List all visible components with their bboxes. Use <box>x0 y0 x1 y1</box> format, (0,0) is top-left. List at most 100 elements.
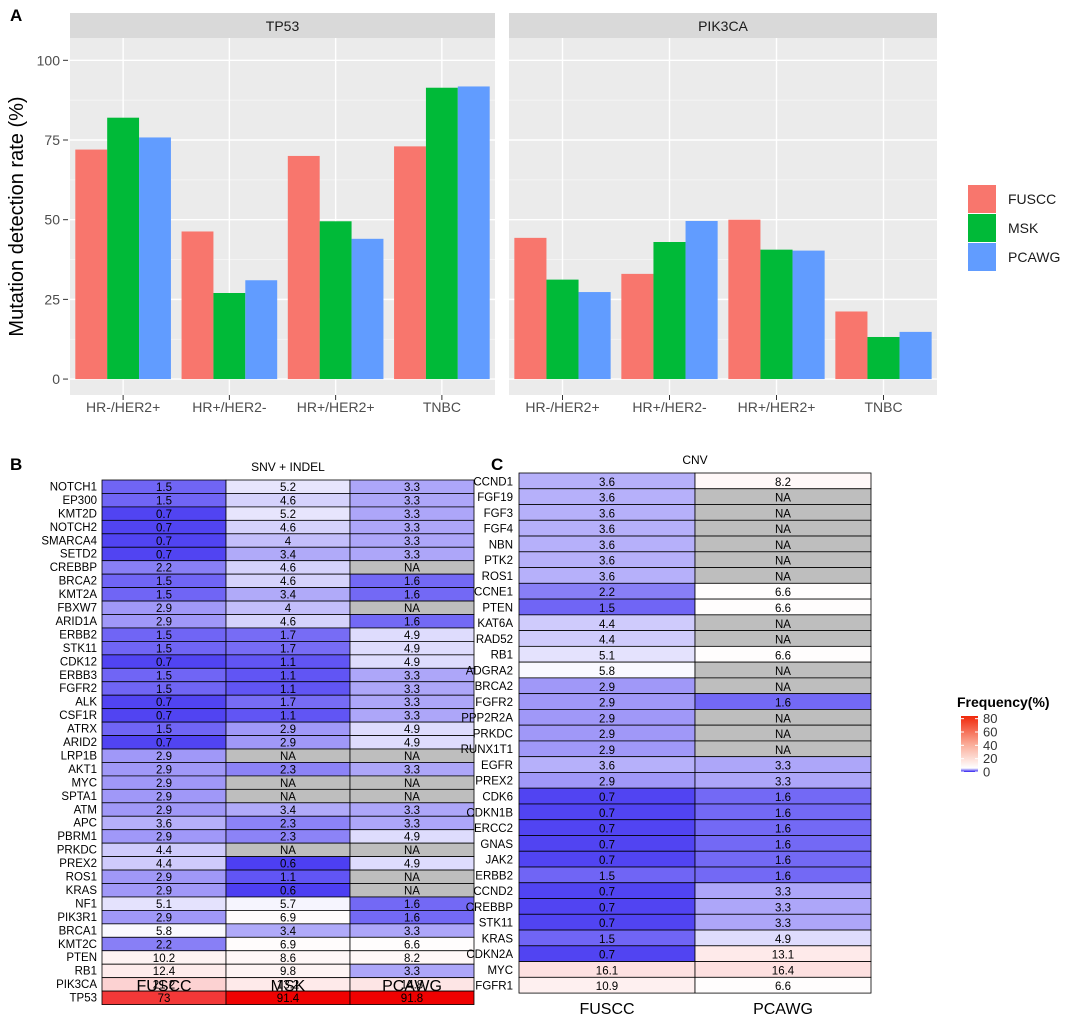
bar-fuscc <box>394 146 426 380</box>
column-label: PCAWG <box>753 1001 813 1018</box>
cell-value: 3.6 <box>599 540 615 552</box>
panel_b-heatmap: NOTCH1 1.5 5.2 3.3 EP300 1.5 4.6 3.3 KMT2D 0.7 5.2… <box>41 479 475 1005</box>
cell-value: 3.3 <box>404 711 420 723</box>
cell-value: 2.9 <box>156 805 172 817</box>
cell-value: NA <box>775 713 791 725</box>
cell-value: 3.6 <box>599 556 615 568</box>
cell-value: 8.2 <box>775 477 791 489</box>
gene-label: NBN <box>489 539 513 551</box>
cell-value: 0.7 <box>156 697 172 709</box>
gene-label: NOTCH1 <box>50 481 97 493</box>
cell-value: 3.3 <box>404 536 420 548</box>
cell-value: 2.9 <box>156 603 172 615</box>
gene-label: FGF19 <box>477 492 513 504</box>
cell-value: 4.6 <box>280 617 296 629</box>
cell-value: 0.7 <box>156 509 172 521</box>
panel_b-label: B <box>10 455 22 474</box>
cell-value: 9.8 <box>280 966 296 978</box>
bar-fuscc <box>287 155 320 380</box>
bar-msk <box>760 249 793 380</box>
cell-value: 2.9 <box>156 886 172 898</box>
gene-label: CDKN1B <box>466 807 513 819</box>
cell-value: 1.7 <box>280 643 296 655</box>
cell-value: 0.7 <box>156 657 172 669</box>
cell-value: 1.6 <box>775 855 791 867</box>
cell-value: 4.6 <box>280 576 296 588</box>
cell-value: 6.9 <box>280 939 296 951</box>
legend-key-pcawg <box>968 243 996 271</box>
cell-value: 1.6 <box>775 871 791 883</box>
cell-value: 6.9 <box>280 912 296 924</box>
gene-label: PTK2 <box>484 555 513 567</box>
gene-label: ADGRA2 <box>466 665 513 677</box>
bar-pcawg <box>578 292 611 380</box>
cell-value: 1.5 <box>156 643 172 655</box>
gene-label: TP53 <box>70 993 98 1005</box>
cell-value: NA <box>280 778 296 790</box>
gene-label: ERCC2 <box>474 823 513 835</box>
cell-value: 3.4 <box>280 549 297 561</box>
cell-value: 3.3 <box>404 818 420 830</box>
cell-value: 5.8 <box>599 666 615 678</box>
x-tick-label: HR+/HER2+ <box>297 399 375 415</box>
gene-label: ERBB3 <box>59 670 97 682</box>
cell-value: 4.6 <box>280 495 296 507</box>
cell-value: 2.3 <box>280 832 296 844</box>
cell-value: 4.6 <box>280 522 296 534</box>
gene-label: FBXW7 <box>57 603 97 615</box>
cell-value: 0.7 <box>599 824 615 836</box>
cell-value: 1.6 <box>404 899 420 911</box>
cell-value: 1.6 <box>775 808 791 820</box>
cell-value: NA <box>404 778 420 790</box>
gene-label: CCNE1 <box>474 587 513 599</box>
x-tick-label: HR-/HER2+ <box>86 399 160 415</box>
gene-label: CDK12 <box>60 656 97 668</box>
cell-value: 1.5 <box>156 684 172 696</box>
bar-fuscc <box>514 237 547 380</box>
gene-label: CSF1R <box>59 710 97 722</box>
cell-value: 1.1 <box>280 657 296 669</box>
cell-value: 3.6 <box>599 524 615 536</box>
cell-value: 1.6 <box>404 590 420 602</box>
gene-label: RB1 <box>491 650 513 662</box>
cell-value: 1.6 <box>404 912 420 924</box>
bar-pcawg <box>139 137 171 380</box>
cell-value: NA <box>775 524 791 536</box>
facet-title: PIK3CA <box>698 18 748 34</box>
cell-value: 3.3 <box>404 549 420 561</box>
cell-value: NA <box>280 751 296 763</box>
x-tick-label: HR+/HER2+ <box>738 399 816 415</box>
bar-pcawg <box>245 280 278 380</box>
y-tick-label: 100 <box>37 52 61 68</box>
cell-value: 3.4 <box>280 590 297 602</box>
cell-value: 1.1 <box>280 872 296 884</box>
cell-value: 3.3 <box>404 509 420 521</box>
cell-value: 91.4 <box>277 993 300 1005</box>
cell-value: 4.9 <box>404 630 420 642</box>
bar-msk <box>107 117 140 380</box>
colorbar-tick-label: 60 <box>983 725 997 740</box>
cell-value: NA <box>404 886 420 898</box>
gene-label: PRKDC <box>57 845 97 857</box>
cell-value: 0.7 <box>599 902 615 914</box>
legend-label: PCAWG <box>1008 249 1060 265</box>
gene-label: CREBBP <box>466 902 514 914</box>
cell-value: 3.3 <box>404 495 420 507</box>
cell-value: 2.9 <box>599 776 615 788</box>
bar-pcawg <box>899 331 932 380</box>
cell-value: 13.2 <box>277 980 299 992</box>
gene-label: LRP1B <box>61 750 98 762</box>
cell-value: 2.3 <box>280 818 296 830</box>
cell-value: 1.5 <box>599 603 615 615</box>
gene-label: ROS1 <box>66 872 97 884</box>
gene-label: ERBB2 <box>59 629 97 641</box>
gene-label: RAD52 <box>476 634 513 646</box>
column-label: FUSCC <box>579 1001 634 1018</box>
cell-value: 2.9 <box>280 738 296 750</box>
gene-label: FGF4 <box>484 524 514 536</box>
cell-value: 1.7 <box>280 697 296 709</box>
cell-value: NA <box>280 845 296 857</box>
gene-label: APC <box>73 818 97 830</box>
bar-pcawg <box>685 220 718 380</box>
cell-value: 6.6 <box>404 939 420 951</box>
